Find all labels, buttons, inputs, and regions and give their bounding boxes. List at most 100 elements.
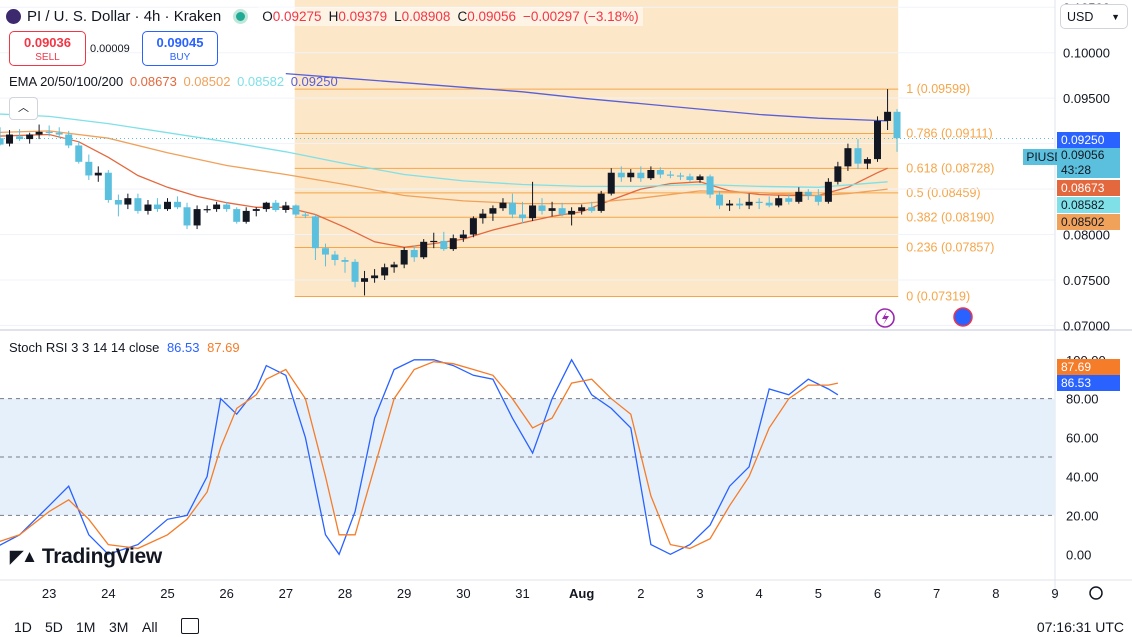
- candle-body: [144, 204, 152, 211]
- candle-body: [124, 198, 132, 205]
- period-all[interactable]: All: [142, 619, 158, 635]
- candle-body: [647, 170, 655, 179]
- settings-gear-icon: [1089, 586, 1103, 600]
- ohlc-low-label: L: [394, 8, 402, 24]
- candle-body: [666, 174, 674, 176]
- stoch-band: [0, 398, 1055, 516]
- candle-body: [844, 148, 852, 167]
- candle-body: [104, 172, 112, 200]
- collapse-legend-button[interactable]: ︿: [9, 97, 38, 120]
- time-tick-label: 26: [219, 586, 233, 601]
- ema200-price-label: 0.09250: [1057, 132, 1120, 148]
- symbol-header: PI / U. S. Dollar · 4h · Kraken O0.09275…: [6, 4, 643, 28]
- candle-body: [390, 264, 398, 268]
- candle-body: [824, 181, 832, 202]
- candle-body: [371, 275, 379, 279]
- candle-body: [834, 166, 842, 182]
- time-tick-label: 25: [160, 586, 174, 601]
- candle-body: [459, 234, 467, 239]
- candle-body: [203, 209, 211, 211]
- ema50-price-label: 0.08502: [1057, 214, 1120, 230]
- candle-body: [706, 176, 714, 195]
- candle-body: [164, 201, 171, 210]
- candle-body: [420, 241, 428, 258]
- candle-body: [676, 175, 684, 177]
- last-price-label: 0.09056 43:28: [1057, 148, 1120, 178]
- stoch-rsi-legend[interactable]: Stoch RSI 3 3 14 14 close 86.53 87.69: [9, 340, 240, 355]
- period-1d[interactable]: 1D: [14, 619, 32, 635]
- ohlc-values: O0.09275 H0.09379 L0.08908 C0.09056 −0.0…: [258, 6, 643, 26]
- buy-button[interactable]: 0.09045 BUY: [142, 31, 218, 66]
- candle-body: [55, 132, 63, 135]
- candle-body: [381, 267, 389, 276]
- candle-body: [588, 207, 596, 211]
- candle-body: [301, 214, 309, 216]
- ema-legend[interactable]: EMA 20/50/100/200 0.08673 0.08502 0.0858…: [9, 74, 338, 89]
- candle-body: [716, 194, 724, 206]
- last-price-value: 0.09056: [1061, 148, 1105, 162]
- ema-line-ema50: [0, 130, 888, 205]
- chevron-down-icon: ▼: [1111, 12, 1120, 22]
- ema100-value: 0.08582: [237, 74, 285, 89]
- candle-body: [45, 131, 53, 134]
- candle-body: [804, 191, 812, 196]
- bottom-toolbar: 1D 5D 1M 3M All 07:16:31 UTC: [0, 610, 1132, 637]
- candle-body: [193, 209, 201, 226]
- candle-body: [765, 202, 773, 206]
- time-tick-label: 2: [637, 586, 644, 601]
- period-3m[interactable]: 3M: [109, 619, 129, 635]
- candle-body: [499, 202, 507, 209]
- candle-body: [489, 208, 497, 214]
- utc-clock[interactable]: 07:16:31 UTC: [1036, 619, 1124, 635]
- pi-coin-icon: [6, 8, 21, 24]
- tradingview-logo[interactable]: ◤▲ TradingView: [10, 545, 162, 569]
- price-tick-label: 0.07000: [1063, 318, 1110, 333]
- candle-body: [854, 148, 862, 164]
- fib-level-label: 0 (0.07319): [906, 289, 970, 303]
- sell-button[interactable]: 0.09036 SELL: [9, 31, 86, 66]
- candle-body: [410, 250, 418, 258]
- calendar-range-icon[interactable]: [181, 618, 199, 634]
- stoch-line-d: [0, 361, 839, 550]
- us-flag-event-icon: [953, 307, 973, 327]
- candle-body: [361, 278, 369, 282]
- candle-body: [736, 203, 744, 206]
- candle-body: [35, 131, 43, 135]
- ohlc-low: 0.08908: [401, 8, 451, 24]
- candle-body: [479, 213, 487, 219]
- ohlc-open-label: O: [262, 8, 273, 24]
- candle-body: [863, 159, 871, 164]
- symbol-title[interactable]: PI / U. S. Dollar · 4h · Kraken: [27, 7, 222, 25]
- candle-body: [242, 210, 250, 222]
- candle-body: [607, 172, 615, 194]
- time-tick-label: 5: [815, 586, 822, 601]
- currency-selector[interactable]: USD ▼: [1060, 4, 1128, 29]
- candle-body: [874, 120, 881, 160]
- sell-label: SELL: [35, 52, 60, 63]
- candle-body: [785, 198, 793, 202]
- candle-body: [558, 208, 566, 215]
- candle-body: [568, 210, 576, 215]
- candle-body: [321, 248, 329, 255]
- candle-body: [213, 204, 221, 210]
- ohlc-close-label: C: [457, 8, 468, 24]
- candle-body: [6, 134, 14, 144]
- ohlc-high: 0.09379: [338, 8, 388, 24]
- candle-body: [449, 238, 457, 250]
- ema-title: EMA 20/50/100/200: [9, 74, 124, 89]
- candle-body: [430, 240, 438, 243]
- candle-body: [656, 170, 664, 175]
- period-5d[interactable]: 5D: [45, 619, 63, 635]
- candle-body: [272, 202, 280, 210]
- time-tick-label: 3: [696, 586, 703, 601]
- stoch-tick-label: 20.00: [1066, 508, 1099, 523]
- candle-body: [341, 260, 349, 262]
- time-tick-label: Aug: [569, 586, 594, 601]
- price-tick-label: 0.10000: [1063, 46, 1110, 61]
- candle-body: [696, 176, 704, 180]
- chevron-up-icon: ︿: [18, 102, 29, 114]
- candle-body: [282, 205, 290, 210]
- period-1m[interactable]: 1M: [76, 619, 96, 635]
- candle-body: [292, 205, 300, 215]
